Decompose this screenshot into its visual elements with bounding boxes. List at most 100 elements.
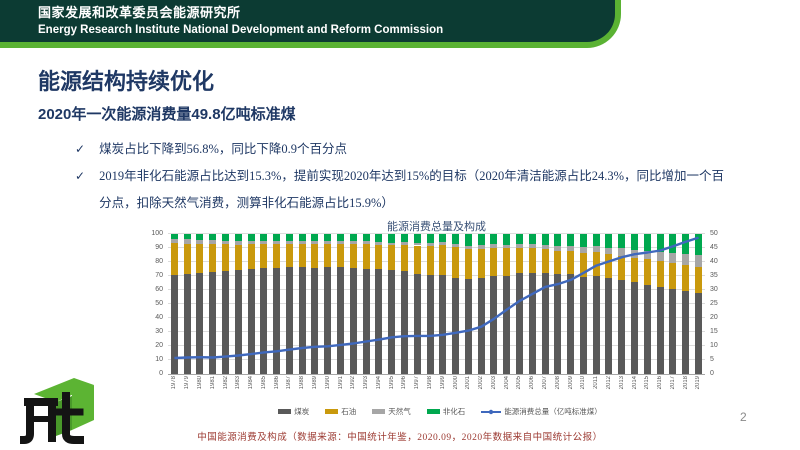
bar-segment-非化石 xyxy=(311,234,319,241)
bar-segment-非化石 xyxy=(337,234,345,241)
x-tick-label: 2007 xyxy=(542,376,549,390)
gridline xyxy=(168,261,705,262)
stacked-bar xyxy=(222,234,230,374)
bar-segment-天然气 xyxy=(541,244,549,249)
bar-segment-石油 xyxy=(503,247,511,276)
bar-segment-天然气 xyxy=(400,242,408,245)
bar-segment-非化石 xyxy=(285,234,293,241)
bar-segment-煤炭 xyxy=(234,270,242,374)
stacked-bar xyxy=(503,234,511,374)
x-tick-label: 2008 xyxy=(554,376,561,390)
bar-segment-天然气 xyxy=(579,247,587,253)
bar-segment-天然气 xyxy=(528,244,536,249)
x-tick-label: 1990 xyxy=(324,376,331,390)
bar-segment-天然气 xyxy=(503,244,511,248)
right-axis-labels: 0 5 10 15 20 25 30 35 40 45 50 xyxy=(710,230,734,377)
y-tick-label: 30 xyxy=(710,286,718,293)
legend-item: 煤炭 xyxy=(278,406,309,417)
bar-segment-天然气 xyxy=(515,244,523,248)
x-tick-label: 1980 xyxy=(196,376,203,390)
bar-segment-石油 xyxy=(694,266,702,294)
stacked-bar xyxy=(682,234,690,374)
bar-segment-石油 xyxy=(349,243,357,269)
bar-segment-石油 xyxy=(196,243,204,273)
stacked-bar xyxy=(605,234,613,374)
x-tick-label: 2017 xyxy=(669,376,676,390)
y-tick-label: 100 xyxy=(151,230,163,237)
y-tick-label: 50 xyxy=(710,230,718,237)
bar-segment-非化石 xyxy=(183,234,191,240)
bar-segment-石油 xyxy=(515,247,523,273)
bar-segment-煤炭 xyxy=(170,275,178,374)
gridline xyxy=(168,331,705,332)
bar-segment-天然气 xyxy=(196,239,204,244)
bar-segment-石油 xyxy=(222,244,230,271)
bar-segment-天然气 xyxy=(222,240,230,245)
bar-segment-石油 xyxy=(439,245,447,276)
x-tick-label: 2019 xyxy=(695,376,702,390)
bar-segment-煤炭 xyxy=(209,272,217,374)
bar-segment-非化石 xyxy=(464,234,472,246)
bar-segment-石油 xyxy=(375,244,383,269)
bar-segment-非化石 xyxy=(618,234,626,249)
x-tick-label: 1982 xyxy=(222,376,229,390)
bar-segment-石油 xyxy=(298,243,306,268)
y-tick-label: 35 xyxy=(710,272,718,279)
bullet-text: 煤炭占比下降到56.8%，同比下降0.9个百分点 xyxy=(99,142,347,156)
bar-segment-天然气 xyxy=(170,238,178,244)
stacked-bar xyxy=(490,234,498,374)
bar-segment-石油 xyxy=(234,244,242,271)
bar-segment-非化石 xyxy=(426,234,434,244)
bar-segment-煤炭 xyxy=(324,267,332,374)
bar-segment-石油 xyxy=(183,243,191,275)
bar-segment-石油 xyxy=(337,243,345,268)
x-tick-label: 1989 xyxy=(311,376,318,390)
bar-segment-天然气 xyxy=(656,252,664,261)
x-tick-label: 2011 xyxy=(593,376,600,389)
bar-segment-石油 xyxy=(452,247,460,279)
legend-label: 煤炭 xyxy=(294,407,310,416)
bar-segment-煤炭 xyxy=(400,271,408,374)
x-tick-label: 1998 xyxy=(427,376,434,390)
stacked-bar xyxy=(247,234,255,374)
bar-segment-煤炭 xyxy=(183,274,191,374)
bar-segment-非化石 xyxy=(400,234,408,243)
bar-segment-煤炭 xyxy=(349,268,357,374)
bar-segment-非化石 xyxy=(515,234,523,245)
x-tick-label: 1994 xyxy=(375,376,382,390)
bar-segment-煤炭 xyxy=(669,289,677,374)
y-tick-label: 70 xyxy=(155,272,163,279)
bar-segment-石油 xyxy=(388,245,396,270)
stacked-bar xyxy=(170,234,178,374)
x-tick-label: 1985 xyxy=(260,376,267,390)
bar-segment-煤炭 xyxy=(260,267,268,374)
bar-segment-天然气 xyxy=(311,240,319,244)
source-caption: 中国能源消费及构成（数据来源：中国统计年鉴，2020.09，2020年数据来自中… xyxy=(197,433,603,443)
bar-group xyxy=(168,234,705,374)
stacked-bar xyxy=(337,234,345,374)
bar-segment-天然气 xyxy=(285,240,293,244)
bar-segment-非化石 xyxy=(439,234,447,243)
bar-segment-天然气 xyxy=(426,243,434,246)
bar-segment-石油 xyxy=(170,243,178,276)
checkmark-icon: ✓ xyxy=(75,142,86,156)
bar-segment-非化石 xyxy=(273,234,281,241)
chart-legend: 煤炭 石油 天然气 非化石 能源消费总量（亿吨标准煤） xyxy=(145,406,735,417)
bar-segment-石油 xyxy=(400,244,408,272)
bar-segment-天然气 xyxy=(605,247,613,255)
chart-title: 能源消费总量及构成 xyxy=(387,221,486,233)
bar-segment-非化石 xyxy=(196,234,204,240)
bar-segment-石油 xyxy=(324,244,332,268)
bar-segment-煤炭 xyxy=(426,274,434,374)
gridline xyxy=(168,374,705,375)
bar-segment-煤炭 xyxy=(515,272,523,374)
bullet-text: 2019年非化石能源占比达到15.3%，提前实现2020年达到15%的目标（20… xyxy=(99,169,725,210)
bar-segment-非化石 xyxy=(656,234,664,253)
slide-subtitle: 2020年一次能源消费量49.8亿吨标准煤 xyxy=(38,106,296,123)
bar-segment-非化石 xyxy=(592,234,600,246)
stacked-bar xyxy=(669,234,677,374)
stacked-bar xyxy=(452,234,460,374)
bar-segment-非化石 xyxy=(349,234,357,241)
bar-segment-天然气 xyxy=(247,240,255,245)
bar-segment-煤炭 xyxy=(362,269,370,374)
